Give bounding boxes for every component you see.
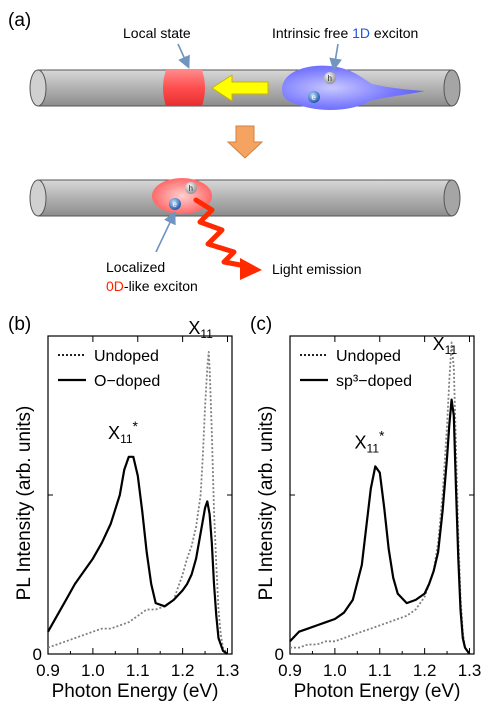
free-exciton-cloud: h e <box>282 65 425 110</box>
hole-particle-localized <box>185 182 197 194</box>
localized-leader <box>155 211 176 253</box>
local-state-leader <box>177 43 190 69</box>
x-tick-label: 1.2 <box>171 661 195 680</box>
chart-b-xlabel: Photon Energy (eV) <box>52 681 219 702</box>
x-tick-label: 0.9 <box>36 661 60 680</box>
local-state-label: Local state <box>123 25 191 41</box>
peak-label: X11* <box>355 427 385 455</box>
x-tick-label: 1.0 <box>323 661 347 680</box>
series-line-undoped <box>290 341 471 655</box>
peak-label: X11 <box>188 318 213 341</box>
x-tick-label: 1.3 <box>458 661 482 680</box>
electron-particle-localized <box>169 198 181 210</box>
peak-label: X11* <box>108 418 138 446</box>
x-tick-label: 1.1 <box>126 661 150 680</box>
hole-particle <box>324 72 336 84</box>
electron-particle <box>308 91 320 103</box>
legend-label: Undoped <box>94 348 159 365</box>
panel-c-label: (c) <box>250 314 272 335</box>
light-emission-wave-icon <box>193 197 262 280</box>
legend-label: Undoped <box>336 348 401 365</box>
series-line-doped <box>47 455 229 655</box>
panel-a-label: (a) <box>8 10 31 31</box>
localized-label-line1: Localized <box>106 259 165 275</box>
chart-c-xlabel: Photon Energy (eV) <box>294 681 461 702</box>
local-state-band <box>163 70 205 106</box>
localized-label-line2: 0D-like exciton <box>106 278 198 294</box>
x-tick-label: 0.9 <box>278 661 302 680</box>
nanotube-bottom <box>29 179 461 217</box>
series-line-undoped <box>47 350 229 655</box>
chart-panel-c: (c) PL Intensity (arb. units) Photon Ene… <box>250 314 481 702</box>
chart-c-ylabel: PL Intensity (arb. units) <box>256 406 277 601</box>
down-arrow-icon <box>226 125 264 159</box>
legend-label: sp³−doped <box>336 373 412 390</box>
x-tick-label: 1.1 <box>368 661 392 680</box>
localized-exciton-cloud: h e <box>152 178 212 214</box>
hole-symbol-localized: h <box>189 184 193 193</box>
free-exciton-leader <box>329 43 342 72</box>
x-tick-label: 1.3 <box>216 661 240 680</box>
free-exciton-label: Intrinsic free 1D exciton <box>272 25 418 41</box>
panel-b-label: (b) <box>8 314 31 335</box>
peak-label: X11 <box>433 334 458 357</box>
electron-symbol: e <box>312 93 317 102</box>
y-tick-label: 0 <box>275 645 284 664</box>
chart-b-ylabel: PL Intensity (arb. units) <box>14 406 35 601</box>
electron-symbol-localized: e <box>173 200 178 209</box>
x-tick-label: 1.0 <box>81 661 105 680</box>
series-line-doped <box>289 398 471 655</box>
chart-panel-b: (b) PL Intensity (arb. units) Photon Ene… <box>8 314 239 702</box>
y-tick-label: 0 <box>33 645 42 664</box>
panel-a: (a) h e Local state Intrinsic free 1D ex… <box>8 10 461 294</box>
x-tick-label: 1.2 <box>413 661 437 680</box>
legend-label: O−doped <box>94 373 160 390</box>
hole-symbol: h <box>328 74 332 83</box>
yellow-left-arrow-icon <box>211 74 269 102</box>
light-emission-label: Light emission <box>272 261 362 277</box>
